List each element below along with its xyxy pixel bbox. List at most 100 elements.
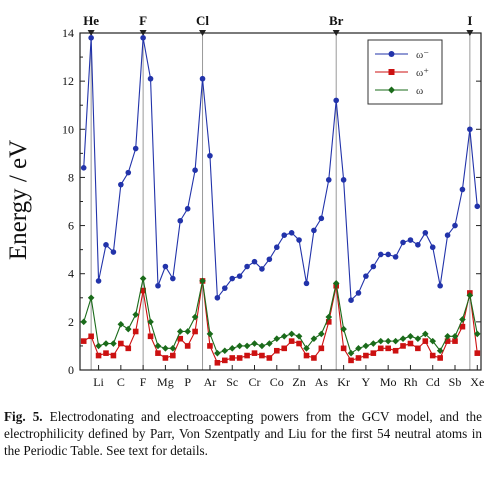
- series-3-point-6: [117, 320, 125, 328]
- series-1-point-1: [80, 165, 87, 171]
- x-tick-label-f: F: [140, 375, 147, 389]
- series-2-point-34: [325, 319, 332, 325]
- series-1-point-13: [170, 275, 176, 282]
- series-2-point-28: [281, 345, 288, 352]
- series-3-point-33: [318, 330, 325, 338]
- series-2-point-51: [452, 338, 458, 344]
- series-2-point-54: [474, 350, 481, 356]
- series-3-point-49: [436, 347, 444, 355]
- x-tick-label-kr: Kr: [337, 375, 350, 389]
- series-3-point-28: [280, 333, 288, 340]
- series-2-point-4: [103, 350, 109, 356]
- series-1-point-30: [296, 237, 302, 243]
- x-tick-label-cd: Cd: [426, 375, 440, 389]
- series-3-point-3: [95, 342, 102, 350]
- series-1-point-20: [222, 285, 228, 291]
- y-axis-label-group: Energy / eV: [5, 140, 32, 260]
- legend-label-2: ω⁺: [416, 67, 429, 79]
- series-1-point-44: [400, 239, 406, 246]
- series-3-point-21: [228, 345, 236, 352]
- series-2-point-2: [88, 333, 94, 340]
- energy-chart: Energy / eV He F Cl Br I 0 2 4 6 8 10 12 14 Li C F Mg P…: [5, 13, 484, 389]
- series-1-point-43: [392, 254, 399, 260]
- series-2-point-47: [422, 338, 429, 344]
- series-1-point-28: [281, 232, 288, 238]
- series-1-point-25: [259, 266, 265, 272]
- series-1-point-45: [407, 237, 414, 243]
- series-3-point-42: [384, 337, 392, 345]
- y-tick-label-4: 4: [68, 267, 74, 281]
- series-3-point-23: [243, 342, 251, 350]
- series-1-point-12: [162, 263, 169, 270]
- series-2-point-44: [400, 343, 406, 349]
- series-1-point-23: [244, 263, 250, 270]
- series-3-point-7: [124, 325, 132, 333]
- series-1-point-36: [340, 177, 347, 183]
- series-1-point-48: [429, 244, 436, 251]
- series-2-point-32: [311, 355, 317, 361]
- series-3-point-35: [332, 280, 340, 287]
- series-2-point-16: [192, 328, 198, 335]
- series-2-point-43: [392, 347, 399, 354]
- series-2-point-40: [370, 350, 377, 356]
- series-3-point-38: [355, 345, 362, 352]
- series-3: [80, 275, 481, 357]
- legend-marker-1: [388, 51, 395, 57]
- x-tick-label-y: Y: [362, 375, 371, 389]
- y-tick-label-2: 2: [68, 315, 74, 329]
- series-1-point-6: [118, 181, 124, 188]
- series-2-point-26: [266, 355, 273, 361]
- series-3-point-51: [451, 333, 459, 340]
- series-2-point-29: [288, 338, 295, 344]
- series-1-point-11: [155, 282, 161, 289]
- series-3-point-25: [258, 342, 266, 350]
- series-3-point-11: [154, 342, 162, 350]
- series-2-point-37: [348, 357, 354, 364]
- series-3-point-44: [399, 335, 407, 343]
- x-tick-label-mo: Mo: [380, 375, 397, 389]
- series-3-point-2: [87, 294, 95, 302]
- y-tick-label-14: 14: [62, 26, 74, 40]
- series-1-point-4: [103, 242, 109, 248]
- series-1-point-9: [140, 35, 146, 41]
- y-tick-label-0: 0: [68, 363, 74, 377]
- series-2-point-19: [214, 359, 221, 366]
- series-2-point-6: [118, 340, 124, 347]
- series-3-point-9: [139, 275, 147, 282]
- series-2-point-52: [459, 323, 466, 330]
- series-3-point-8: [132, 311, 139, 318]
- series-3-point-22: [236, 342, 243, 350]
- series-1-point-3: [95, 278, 102, 284]
- series-1-point-40: [370, 263, 377, 270]
- series-3-point-54: [473, 330, 481, 338]
- series-3-point-5: [110, 340, 117, 347]
- series-1-point-50: [444, 232, 451, 238]
- series-2-point-7: [125, 345, 132, 352]
- series-3-point-48: [429, 337, 437, 345]
- legend-label-1: ω⁻: [416, 49, 429, 61]
- series-1-point-15: [184, 205, 191, 212]
- series-2-point-41: [377, 345, 384, 352]
- series-3-point-34: [325, 313, 333, 321]
- series-2-point-21: [229, 355, 236, 361]
- legend-marker-2: [388, 69, 395, 75]
- series-3-point-1: [80, 318, 88, 326]
- series-2-point-22: [236, 355, 243, 361]
- series-1-point-29: [288, 229, 295, 236]
- series-3-point-37: [347, 349, 355, 357]
- legend-marker-3: [388, 86, 395, 94]
- series-3-point-16: [191, 313, 199, 321]
- x-tick-label-cr: Cr: [249, 375, 261, 389]
- y-axis-ticks: 0 2 4 6 8 10 12 14: [62, 26, 481, 377]
- series-2-point-42: [385, 345, 391, 352]
- series-1-point-34: [325, 177, 332, 183]
- series-1-point-37: [348, 297, 354, 303]
- series-3-point-27: [273, 335, 281, 343]
- series-1-point-52: [459, 186, 466, 193]
- x-tick-label-p: P: [184, 375, 191, 389]
- series-3-point-24: [251, 340, 258, 347]
- series-3-point-32: [310, 335, 318, 343]
- series-1-point-22: [236, 273, 243, 279]
- series-1-point-46: [415, 242, 421, 248]
- series-1-point-2: [88, 35, 94, 41]
